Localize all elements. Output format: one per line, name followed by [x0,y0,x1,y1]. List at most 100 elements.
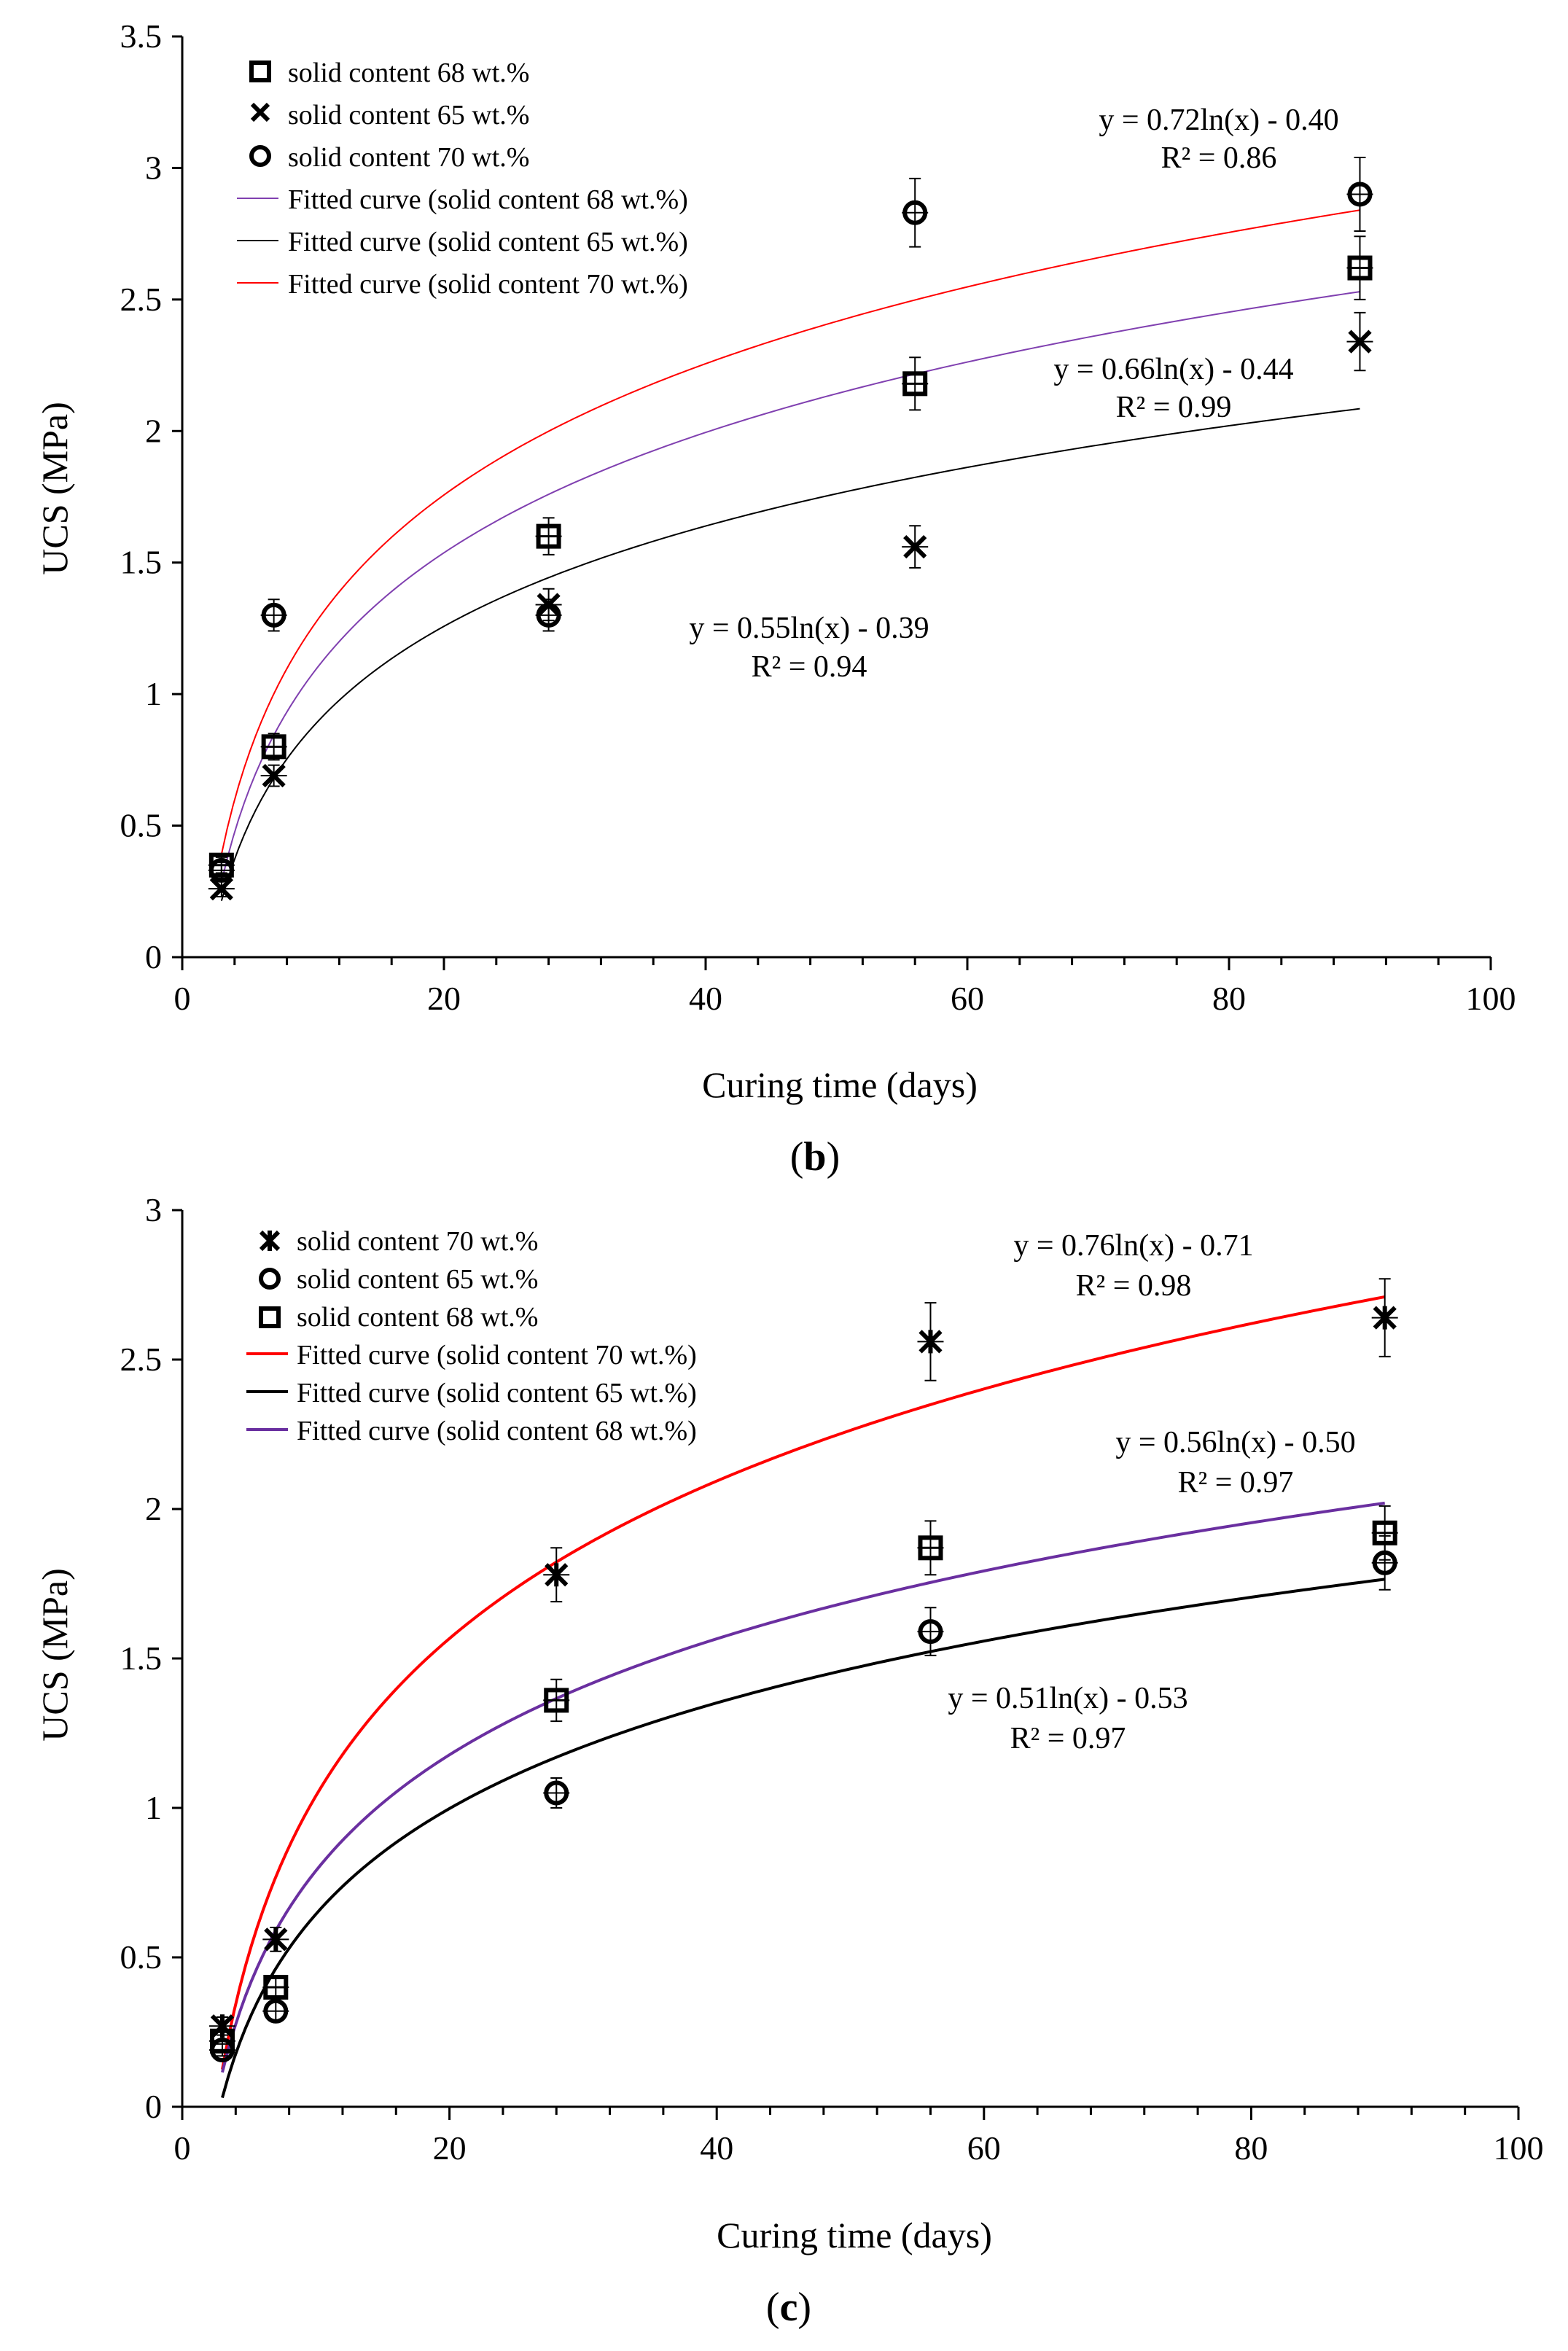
plot-area: 0 20 40 60 80 100 0 0.5 1 1.5 2 2.5 3 3.5 [120,17,1516,1017]
data-point [263,1975,289,2000]
data-point [261,602,286,628]
legend-c-label-6: Fitted curve (solid content 68 wt.%) [297,1416,697,1446]
x-tick-label: 0 [174,980,191,1017]
chart-c: 0 20 40 60 80 100 0 0.5 1 1.5 2 2.5 3 Curing time (d… [34,1191,1544,2330]
annotation-b-eq-65: y = 0.55ln(x) - 0.39 [689,612,929,645]
fit-curve-2 [220,408,1360,901]
y-tick-label: 0 [145,938,162,975]
error-bar [917,1607,944,1656]
y-tick-label: 0.5 [120,807,163,844]
legend-c-label-4: Fitted curve (solid content 70 wt.%) [297,1340,697,1371]
annotation-c-r2-65: R² = 0.97 [1010,1722,1126,1755]
y-tick-label: 1.5 [120,544,163,581]
data-point [918,1330,943,1354]
legend-c-label-1: solid content 70 wt.% [297,1226,538,1257]
data-point [544,1780,569,1806]
data-point [918,1535,943,1561]
y-tick-label: 2 [145,1490,162,1527]
data-point [536,602,561,628]
y-tick-label: 1.5 [120,1640,163,1677]
annotation-b-eq-68: y = 0.66ln(x) - 0.44 [1053,353,1293,386]
data-point [208,857,234,883]
data-point [536,523,561,549]
annotation-b-r2-65: R² = 0.94 [752,650,867,684]
legend-c: solid content 70 wt.% solid content 65 w… [246,1226,697,1446]
data-point [263,1998,289,2024]
annotation-b-r2-68: R² = 0.99 [1116,391,1232,424]
data-point [1372,1520,1397,1545]
x-tick-label: 40 [689,980,722,1017]
annotation-c-eq-68: y = 0.56ln(x) - 0.50 [1115,1426,1355,1459]
y-tick-label: 0.5 [120,1938,163,1976]
x-tick-label: 0 [174,2129,191,2167]
x-tick-label: 60 [967,2129,1001,2167]
data-point [545,1563,569,1587]
legend-c-label-2: solid content 65 wt.% [297,1264,538,1295]
annotations-c: y = 0.76ln(x) - 0.71 R² = 0.98 y = 0.56l… [948,1229,1355,1755]
annotation-b-eq-70: y = 0.72ln(x) - 0.40 [1099,104,1338,137]
y-tick-label: 1 [145,1789,162,1826]
legend-b-label-5: Fitted curve (solid content 65 wt.%) [288,227,688,257]
y-tick-label: 3 [145,1191,162,1228]
x-tick-label: 20 [427,980,461,1017]
legend-b-label-1: solid content 68 wt.% [288,58,529,88]
error-bar [1346,156,1373,233]
legend-c-marker-2 [259,1268,281,1290]
y-tick-label: 3.5 [120,17,163,55]
y-tick-label: 0 [145,2088,162,2125]
data-point [264,1927,288,1952]
legend-c-marker-1 [259,1230,281,1252]
error-bar [902,177,929,248]
legend-c-marker-3 [259,1306,281,1328]
data-point [262,763,286,788]
annotation-c-r2-70: R² = 0.98 [1076,1269,1192,1303]
fit-curve-1 [220,291,1360,883]
legend-b-marker-3 [249,145,271,167]
y-tick-label: 2.5 [120,1341,163,1378]
x-tick-label: 80 [1234,2129,1268,2167]
x-axis-title: Curing time (days) [702,1064,978,1105]
fit-curve-3 [220,209,1360,855]
data-point [903,534,927,559]
x-tick-label: 60 [951,980,984,1017]
x-tick-label: 100 [1466,980,1516,1017]
x-tick-label: 20 [433,2129,467,2167]
series-3 [208,156,1373,883]
x-axis-title: Curing time (days) [717,2215,992,2256]
legend-b-marker-2 [250,102,270,122]
data-point [544,1688,569,1713]
y-tick-label: 2 [145,412,162,449]
x-tick-label: 80 [1212,980,1246,1017]
data-point [902,371,928,397]
data-point [261,734,286,760]
data-point [1373,1306,1397,1330]
series-2 [208,311,1373,901]
annotation-c-eq-65: y = 0.51ln(x) - 0.53 [948,1682,1187,1715]
legend-b-label-6: Fitted curve (solid content 70 wt.%) [288,269,688,300]
legend-b-marker-1 [249,61,271,82]
error-bar [208,862,235,879]
fit-curve-3 [221,1501,1385,2073]
x-tick-label: 100 [1494,2129,1544,2167]
fit-curve-1 [221,1295,1386,2070]
legend-b-label-3: solid content 70 wt.% [288,142,529,173]
caption-c: (c) [766,2285,811,2330]
error-bar [260,599,287,632]
data-point [1348,330,1372,354]
data-point [902,200,928,225]
data-point [209,2028,235,2054]
annotations-b: y = 0.72ln(x) - 0.40 R² = 0.86 y = 0.66l… [689,104,1338,684]
legend-b: solid content 68 wt.% solid content 65 w… [237,58,688,300]
data-point [1347,255,1373,281]
caption-b: (b) [790,1134,840,1180]
y-axis-title: UCS (MPa) [34,1568,75,1742]
series-3 [208,1505,1398,2054]
annotation-c-r2-68: R² = 0.97 [1178,1466,1294,1500]
legend-c-label-3: solid content 68 wt.% [297,1302,538,1333]
data-point [1347,182,1373,207]
legend-b-label-2: solid content 65 wt.% [288,100,529,130]
legend-c-label-5: Fitted curve (solid content 65 wt.%) [297,1378,697,1408]
error-bar [543,1777,570,1809]
data-point [918,1619,943,1645]
plot-area: 0 20 40 60 80 100 0 0.5 1 1.5 2 2.5 3 [120,1191,1544,2167]
